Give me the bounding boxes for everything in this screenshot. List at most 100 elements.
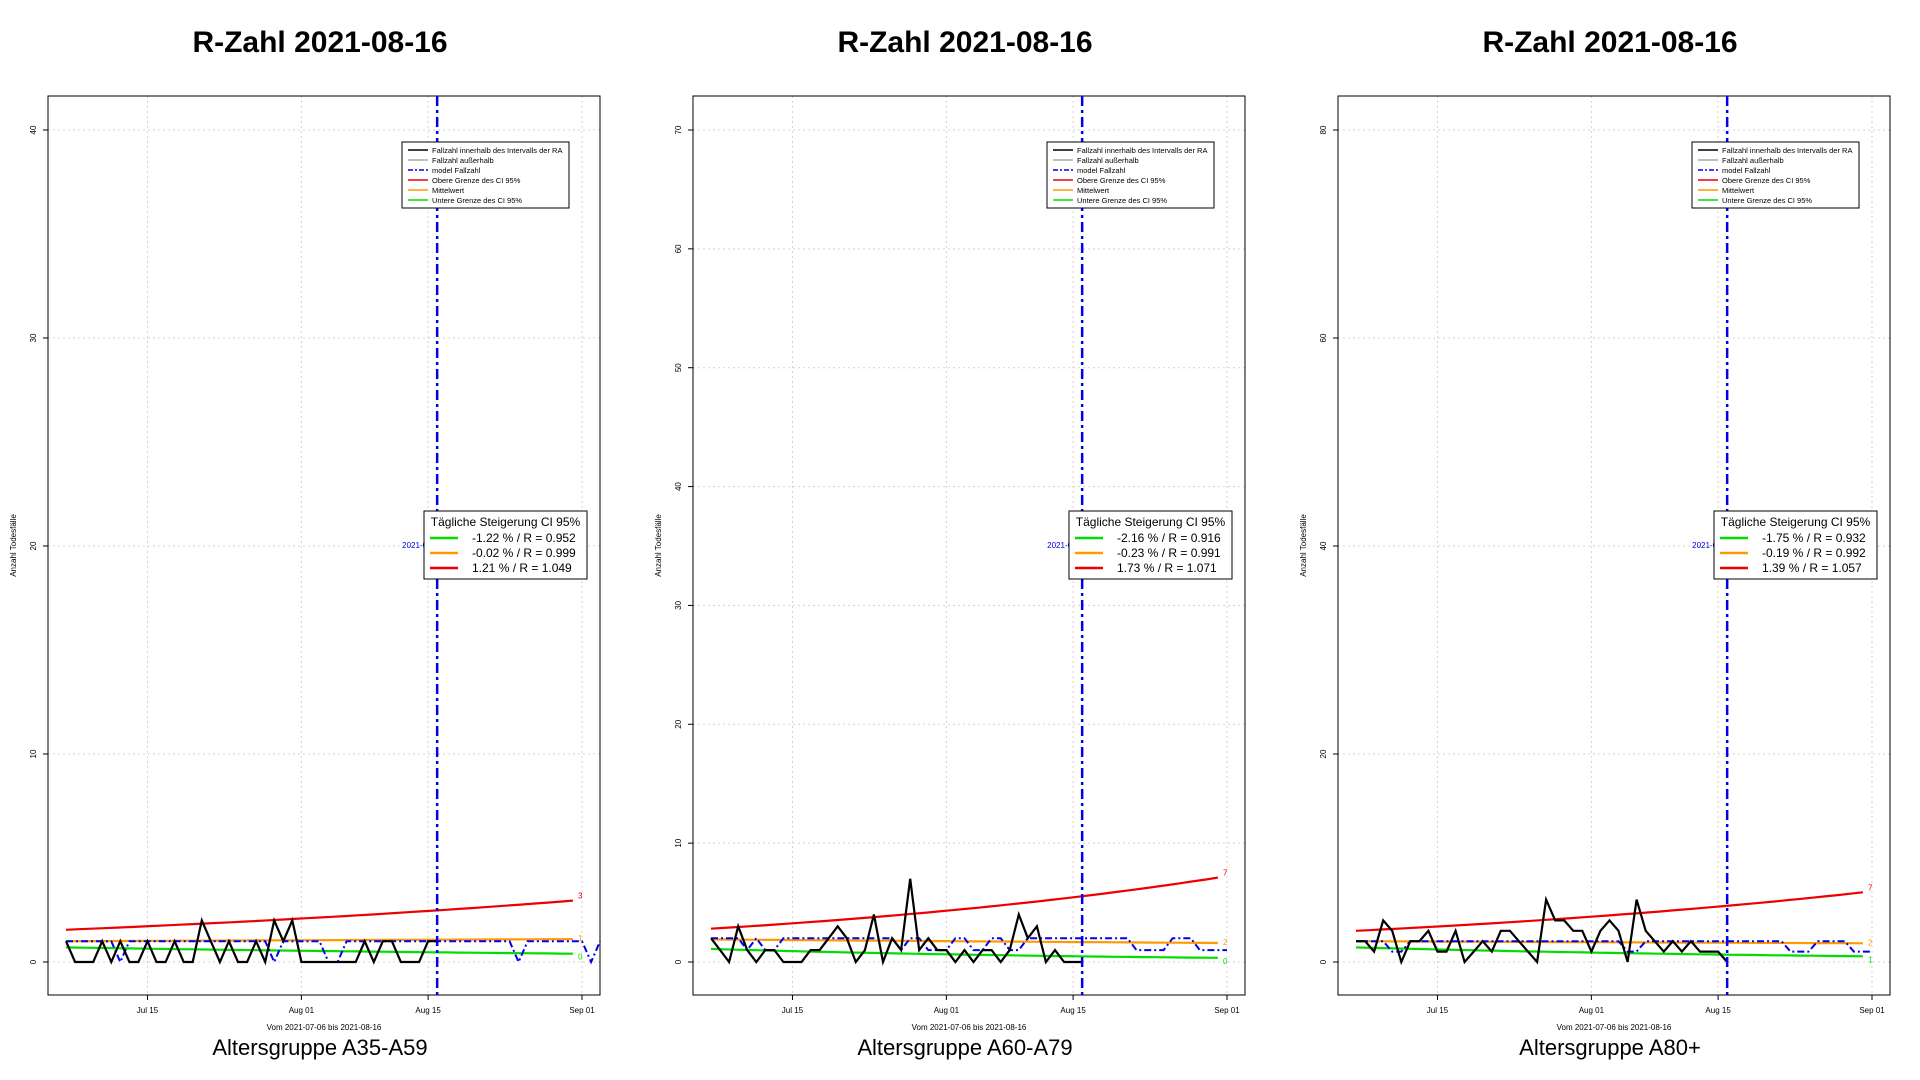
x-tick-label: Aug 15 bbox=[415, 1006, 441, 1015]
y-tick-label: 0 bbox=[1319, 959, 1328, 964]
y-tick-label: 10 bbox=[29, 749, 38, 758]
end-value-label: 1 bbox=[1868, 955, 1873, 964]
y-axis-label: Anzahl Todesfälle bbox=[9, 514, 18, 577]
legend-label: model Fallzahl bbox=[1077, 166, 1126, 175]
x-tick-label: Jul 15 bbox=[1427, 1006, 1449, 1015]
ci-row-label: -0.02 % / R = 0.999 bbox=[472, 546, 576, 560]
y-tick-label: 70 bbox=[674, 125, 683, 134]
series-line-model bbox=[1356, 940, 1872, 953]
legend-label: Untere Grenze des CI 95% bbox=[1722, 196, 1812, 205]
legend-box bbox=[401, 141, 570, 209]
y-tick-label: 0 bbox=[674, 959, 683, 964]
chart-title: R-Zahl 2021-08-16 bbox=[837, 26, 1093, 59]
y-tick-label: 20 bbox=[29, 541, 38, 550]
x-tick-label: Sep 01 bbox=[569, 1006, 595, 1015]
x-axis-label: Vom 2021-07-06 bis 2021-08-16 bbox=[912, 1023, 1027, 1032]
y-axis-label: Anzahl Todesfälle bbox=[1299, 514, 1308, 577]
chart-panel-a60-a79: R-Zahl 2021-08-16 0 10 20 30 40 50 60 70 Jul 15 A… bbox=[645, 0, 1285, 1080]
end-value-label: 1 bbox=[578, 934, 583, 943]
ci-box-title: Tägliche Steigerung CI 95% bbox=[431, 515, 581, 529]
ci-row-label: -1.22 % / R = 0.952 bbox=[472, 531, 576, 545]
y-axis-label: Anzahl Todesfälle bbox=[654, 514, 663, 577]
series-line-lower bbox=[710, 947, 1218, 959]
chart-subtitle: Altersgruppe A35-A59 bbox=[212, 1035, 428, 1060]
y-tick-label: 0 bbox=[29, 959, 38, 964]
legend-label: Obere Grenze des CI 95% bbox=[1722, 176, 1811, 185]
y-tick-label: 80 bbox=[1319, 125, 1328, 134]
series-line-inside bbox=[1356, 895, 1729, 966]
x-axis-label: Vom 2021-07-06 bis 2021-08-16 bbox=[267, 1023, 382, 1032]
legend-box bbox=[1046, 141, 1215, 209]
end-value-label: 2 bbox=[1868, 938, 1873, 947]
reference-vline-label: 2021-08- bbox=[1692, 541, 1724, 550]
legend-label: Fallzahl innerhalb des Intervalls der RA bbox=[1077, 146, 1207, 155]
end-value-label: 2 bbox=[1223, 938, 1228, 947]
ci-box bbox=[423, 510, 588, 580]
legend-label: Fallzahl außerhalb bbox=[1722, 156, 1784, 165]
reference-vline-label: 2021-08- bbox=[1047, 541, 1079, 550]
ci-row-label: -0.23 % / R = 0.991 bbox=[1117, 546, 1221, 560]
ci-row-label: -0.19 % / R = 0.992 bbox=[1762, 546, 1866, 560]
x-tick-label: Aug 01 bbox=[289, 1006, 315, 1015]
series-line-inside bbox=[710, 878, 1083, 967]
x-tick-label: Jul 15 bbox=[137, 1006, 159, 1015]
legend-label: Fallzahl außerhalb bbox=[1077, 156, 1139, 165]
ci-row-label: -2.16 % / R = 0.916 bbox=[1117, 531, 1221, 545]
y-tick-label: 40 bbox=[1319, 541, 1328, 550]
legend-label: Untere Grenze des CI 95% bbox=[1077, 196, 1167, 205]
legend-label: Mittelwert bbox=[1722, 186, 1755, 195]
series-line-lower bbox=[1355, 946, 1863, 958]
legend-label: Mittelwert bbox=[1077, 186, 1110, 195]
legend-label: Obere Grenze des CI 95% bbox=[1077, 176, 1166, 185]
legend-label: Fallzahl innerhalb des Intervalls der RA bbox=[432, 146, 562, 155]
ci-box-title: Tägliche Steigerung CI 95% bbox=[1721, 515, 1871, 529]
y-tick-label: 30 bbox=[674, 600, 683, 609]
plot-frame bbox=[692, 95, 1246, 996]
legend-label: Fallzahl außerhalb bbox=[432, 156, 494, 165]
chart-title: R-Zahl 2021-08-16 bbox=[192, 26, 448, 59]
x-tick-label: Sep 01 bbox=[1214, 1006, 1240, 1015]
y-tick-label: 10 bbox=[674, 838, 683, 847]
legend-label: Fallzahl innerhalb des Intervalls der RA bbox=[1722, 146, 1852, 155]
chart-subtitle: Altersgruppe A60-A79 bbox=[857, 1035, 1073, 1060]
y-tick-label: 20 bbox=[1319, 749, 1328, 758]
ci-row-label: 1.39 % / R = 1.057 bbox=[1762, 561, 1862, 575]
x-tick-label: Aug 01 bbox=[1579, 1006, 1605, 1015]
x-axis-label: Vom 2021-07-06 bis 2021-08-16 bbox=[1557, 1023, 1672, 1032]
series-line-mean bbox=[710, 938, 1218, 945]
x-tick-label: Aug 15 bbox=[1705, 1006, 1731, 1015]
x-tick-label: Aug 15 bbox=[1060, 1006, 1086, 1015]
y-tick-label: 20 bbox=[674, 719, 683, 728]
ci-row-label: 1.21 % / R = 1.049 bbox=[472, 561, 572, 575]
y-tick-label: 40 bbox=[674, 482, 683, 491]
x-tick-label: Sep 01 bbox=[1859, 1006, 1885, 1015]
reference-vline-label: 2021-08- bbox=[402, 541, 434, 550]
ci-row-label: 1.73 % / R = 1.071 bbox=[1117, 561, 1217, 575]
y-tick-label: 60 bbox=[674, 244, 683, 253]
series-line-upper bbox=[1355, 891, 1864, 932]
chart-plot-a80: 0 20 40 60 80 Jul 15 Aug 01 Aug 15 Sep 01 Vom 202… bbox=[1299, 95, 1891, 1032]
x-tick-label: Aug 01 bbox=[934, 1006, 960, 1015]
chart-subtitle: Altersgruppe A80+ bbox=[1519, 1035, 1701, 1060]
y-tick-label: 30 bbox=[29, 333, 38, 342]
end-value-label: 3 bbox=[578, 892, 583, 901]
series-line-upper bbox=[65, 899, 573, 931]
series-line-upper bbox=[710, 876, 1219, 930]
x-tick-label: Jul 15 bbox=[782, 1006, 804, 1015]
end-value-label: 0 bbox=[578, 953, 583, 962]
chart-title: R-Zahl 2021-08-16 bbox=[1482, 26, 1738, 59]
ci-row-label: -1.75 % / R = 0.932 bbox=[1762, 531, 1866, 545]
legend-label: Obere Grenze des CI 95% bbox=[432, 176, 521, 185]
series-line-model bbox=[711, 936, 1227, 952]
chart-panel-a35-a59: R-Zahl 2021-08-16 0 10 20 30 40 Jul 15 Aug 01 A… bbox=[0, 0, 640, 1080]
end-value-label: 7 bbox=[1868, 883, 1873, 892]
legend-label: model Fallzahl bbox=[1722, 166, 1771, 175]
end-value-label: 7 bbox=[1223, 869, 1228, 878]
legend-label: Untere Grenze des CI 95% bbox=[432, 196, 522, 205]
end-value-label: 0 bbox=[1223, 957, 1228, 966]
legend-label: model Fallzahl bbox=[432, 166, 481, 175]
legend-label: Mittelwert bbox=[432, 186, 465, 195]
y-tick-label: 50 bbox=[674, 363, 683, 372]
